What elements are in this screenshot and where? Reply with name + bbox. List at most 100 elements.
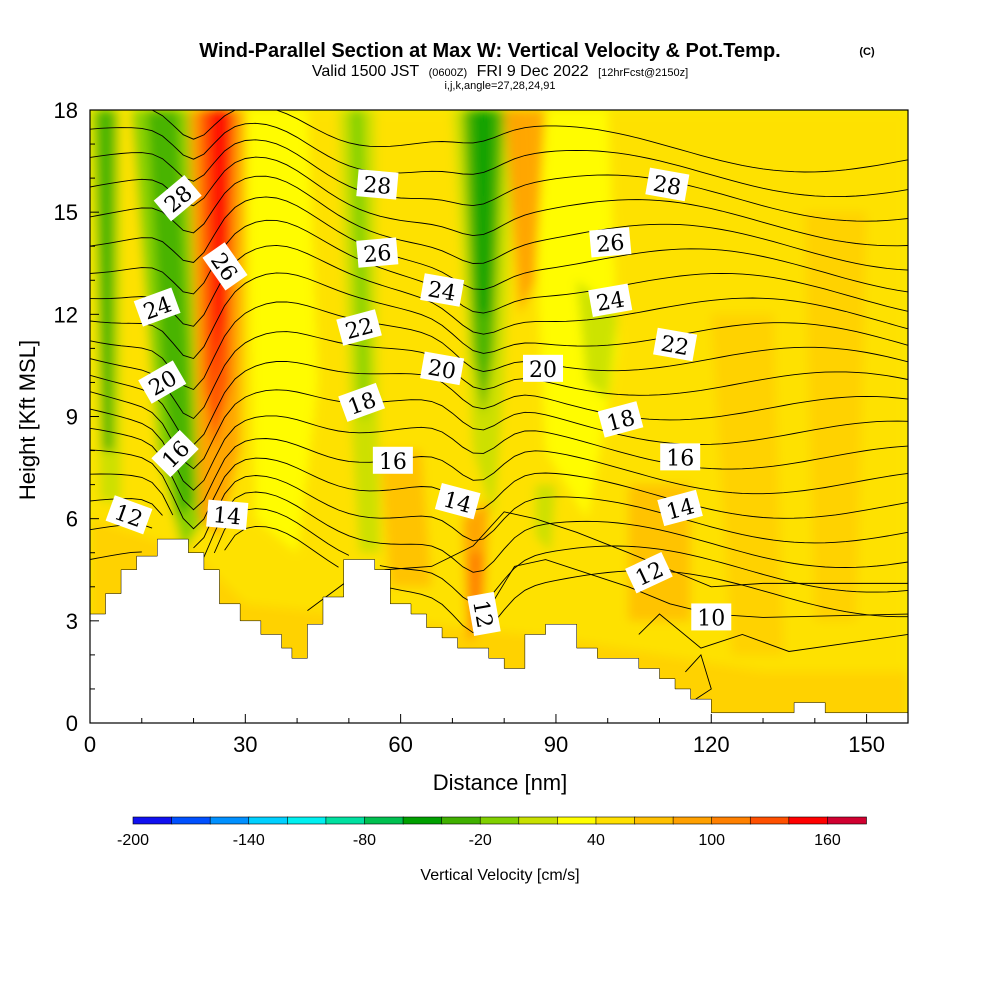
colorbar-segment-7 bbox=[402, 816, 443, 825]
contour-label-text: 26 bbox=[362, 241, 392, 268]
theta-contour-11 bbox=[90, 272, 908, 360]
y-tick-label: 6 bbox=[66, 507, 78, 532]
x-axis-label: Distance [nm] bbox=[433, 770, 568, 795]
colorbar-segment-10 bbox=[518, 816, 559, 825]
theta-contour-7 bbox=[90, 389, 908, 470]
contour-label-17: 28 bbox=[645, 167, 690, 202]
velocity-region-20 bbox=[504, 110, 546, 315]
valid-prefix: Valid 1500 JST bbox=[312, 63, 420, 80]
contour-label-16: 20 bbox=[523, 354, 564, 383]
contour-label-text: 20 bbox=[426, 356, 458, 385]
colorbar-segment-17 bbox=[788, 816, 829, 825]
contour-label-text: 24 bbox=[426, 277, 458, 306]
velocity-region-7 bbox=[95, 110, 116, 451]
vertical-velocity-field bbox=[90, 110, 908, 723]
contour-label-box bbox=[691, 603, 732, 631]
x-tick-label: 90 bbox=[544, 732, 568, 757]
x-tick-label: 120 bbox=[693, 732, 730, 757]
theta-contour-15 bbox=[90, 175, 908, 271]
colorbar-segment-3 bbox=[248, 816, 289, 825]
contour-label-text: 24 bbox=[595, 287, 627, 316]
contour-label-box bbox=[420, 351, 465, 386]
contour-label-18: 26 bbox=[589, 227, 632, 258]
velocity-region-3 bbox=[804, 212, 867, 621]
contour-label-box bbox=[589, 227, 632, 258]
colorbar-segment-14 bbox=[672, 816, 713, 825]
contour-label-15: 12 bbox=[467, 591, 501, 636]
contour-label-box bbox=[336, 309, 382, 346]
contour-label-box bbox=[523, 354, 564, 382]
contour-label-22: 16 bbox=[660, 443, 701, 471]
forecast-info: [12hrFcst@2150z] bbox=[598, 67, 688, 79]
contour-label-box bbox=[653, 327, 698, 362]
contour-label-25: 10 bbox=[691, 603, 732, 631]
contour-label-text: 12 bbox=[467, 598, 496, 630]
contour-label-box bbox=[420, 273, 465, 307]
contour-label-23: 14 bbox=[657, 489, 703, 527]
y-tick-label: 12 bbox=[54, 302, 78, 327]
colorbar-tick-label: -140 bbox=[233, 832, 265, 849]
contour-label-box bbox=[434, 482, 481, 520]
contour-label-12: 24 bbox=[420, 273, 465, 307]
contour-label-20: 18 bbox=[597, 401, 644, 438]
contour-label-box bbox=[625, 552, 673, 594]
contour-label-text: 22 bbox=[659, 332, 691, 361]
theta-contour-17 bbox=[90, 139, 908, 222]
colorbar-tick-label: -200 bbox=[117, 832, 149, 849]
colorbar-segment-13 bbox=[634, 816, 674, 825]
contour-label-text: 26 bbox=[595, 231, 625, 258]
colorbar-tick-label: -20 bbox=[469, 832, 492, 849]
contour-label-box bbox=[356, 169, 399, 200]
theta-contour-6 bbox=[90, 408, 908, 491]
contour-label-box bbox=[597, 401, 644, 438]
contour-label-box bbox=[133, 287, 181, 327]
x-tick-label: 150 bbox=[848, 732, 885, 757]
contour-label-box bbox=[153, 174, 202, 222]
contour-label-box bbox=[151, 429, 199, 478]
contour-label-text: 20 bbox=[529, 358, 557, 383]
contour-label-6: 14 bbox=[206, 499, 249, 530]
colorbar-segment-11 bbox=[557, 816, 597, 825]
contour-label-box bbox=[202, 242, 248, 291]
contour-label-box bbox=[338, 382, 386, 422]
contour-label-5: 12 bbox=[105, 495, 153, 535]
colorbar-tick-label: 100 bbox=[698, 832, 725, 849]
theta-contour-19 bbox=[150, 110, 908, 173]
chart-title: Wind-Parallel Section at Max W: Vertical… bbox=[199, 40, 780, 62]
contour-label-text: 14 bbox=[212, 503, 242, 530]
y-tick-label: 9 bbox=[66, 405, 78, 430]
theta-contour-18 bbox=[90, 122, 908, 198]
contour-label-box bbox=[645, 167, 690, 202]
colorbar-segment-4 bbox=[287, 816, 327, 825]
contour-label-21: 22 bbox=[653, 327, 698, 362]
contour-label-box bbox=[467, 591, 501, 636]
contour-label-text: 16 bbox=[666, 446, 694, 471]
velocity-region-2 bbox=[711, 314, 784, 655]
colorbar-label: Vertical Velocity [cm/s] bbox=[420, 867, 579, 884]
contour-label-box bbox=[660, 443, 701, 471]
axes: 0 30 60 90 120 150 0 3 6 9 12 15 18 bbox=[54, 98, 885, 757]
colorbar-segment-0 bbox=[132, 816, 173, 825]
contour-label-box bbox=[105, 495, 153, 535]
y-tick-label: 3 bbox=[66, 609, 78, 634]
contour-label-19: 24 bbox=[588, 283, 633, 317]
y-tick-label: 15 bbox=[54, 200, 78, 225]
colorbar-segment-18 bbox=[827, 816, 867, 825]
contour-label-box bbox=[206, 499, 249, 530]
theta-contour-16 bbox=[90, 156, 908, 247]
valid-date: FRI 9 Dec 2022 bbox=[477, 63, 589, 80]
colorbar-segment-9 bbox=[479, 816, 520, 825]
colorbar-segment-5 bbox=[325, 816, 366, 825]
colorbar: -200 -140 -80 -20 40 100 160 bbox=[117, 816, 867, 849]
theta-contour-8 bbox=[90, 360, 908, 446]
theta-contour-3 bbox=[90, 473, 908, 549]
theta-contour-low-3 bbox=[685, 654, 712, 700]
colorbar-segment-8 bbox=[441, 816, 482, 825]
colorbar-segment-16 bbox=[749, 816, 790, 825]
y-axis-label: Height [Kft MSL] bbox=[15, 340, 40, 500]
theta-contour-low-2 bbox=[638, 613, 908, 652]
grid-indices: i,j,k,angle=27,28,24,91 bbox=[444, 80, 555, 92]
x-tick-label: 30 bbox=[233, 732, 257, 757]
contour-label-7: 28 bbox=[356, 169, 399, 200]
contour-label-text: 28 bbox=[362, 173, 392, 200]
